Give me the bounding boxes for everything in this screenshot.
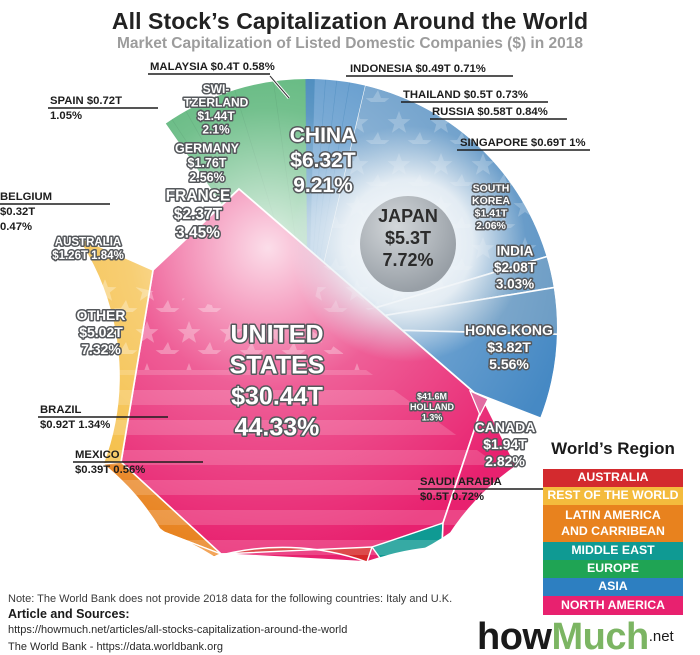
svg-text:MALAYSIA $0.4T 0.58%: MALAYSIA $0.4T 0.58% [150, 61, 275, 73]
svg-text:AUSTRALIA$1.26T 1.84%: AUSTRALIA $1.26T 1.84% [52, 236, 124, 262]
svg-text:JAPAN$5.3T7.72%: JAPAN $5.3T 7.72% [378, 206, 438, 270]
svg-text:THAILAND $0.5T 0.73%: THAILAND $0.5T 0.73% [403, 89, 528, 101]
svg-text:SINGAPORE $0.69T 1%: SINGAPORE $0.69T 1% [460, 137, 586, 149]
svg-text:RUSSIA $0.58T 0.84%: RUSSIA $0.58T 0.84% [432, 106, 548, 118]
svg-text:INDONESIA $0.49T 0.71%: INDONESIA $0.49T 0.71% [350, 63, 486, 75]
